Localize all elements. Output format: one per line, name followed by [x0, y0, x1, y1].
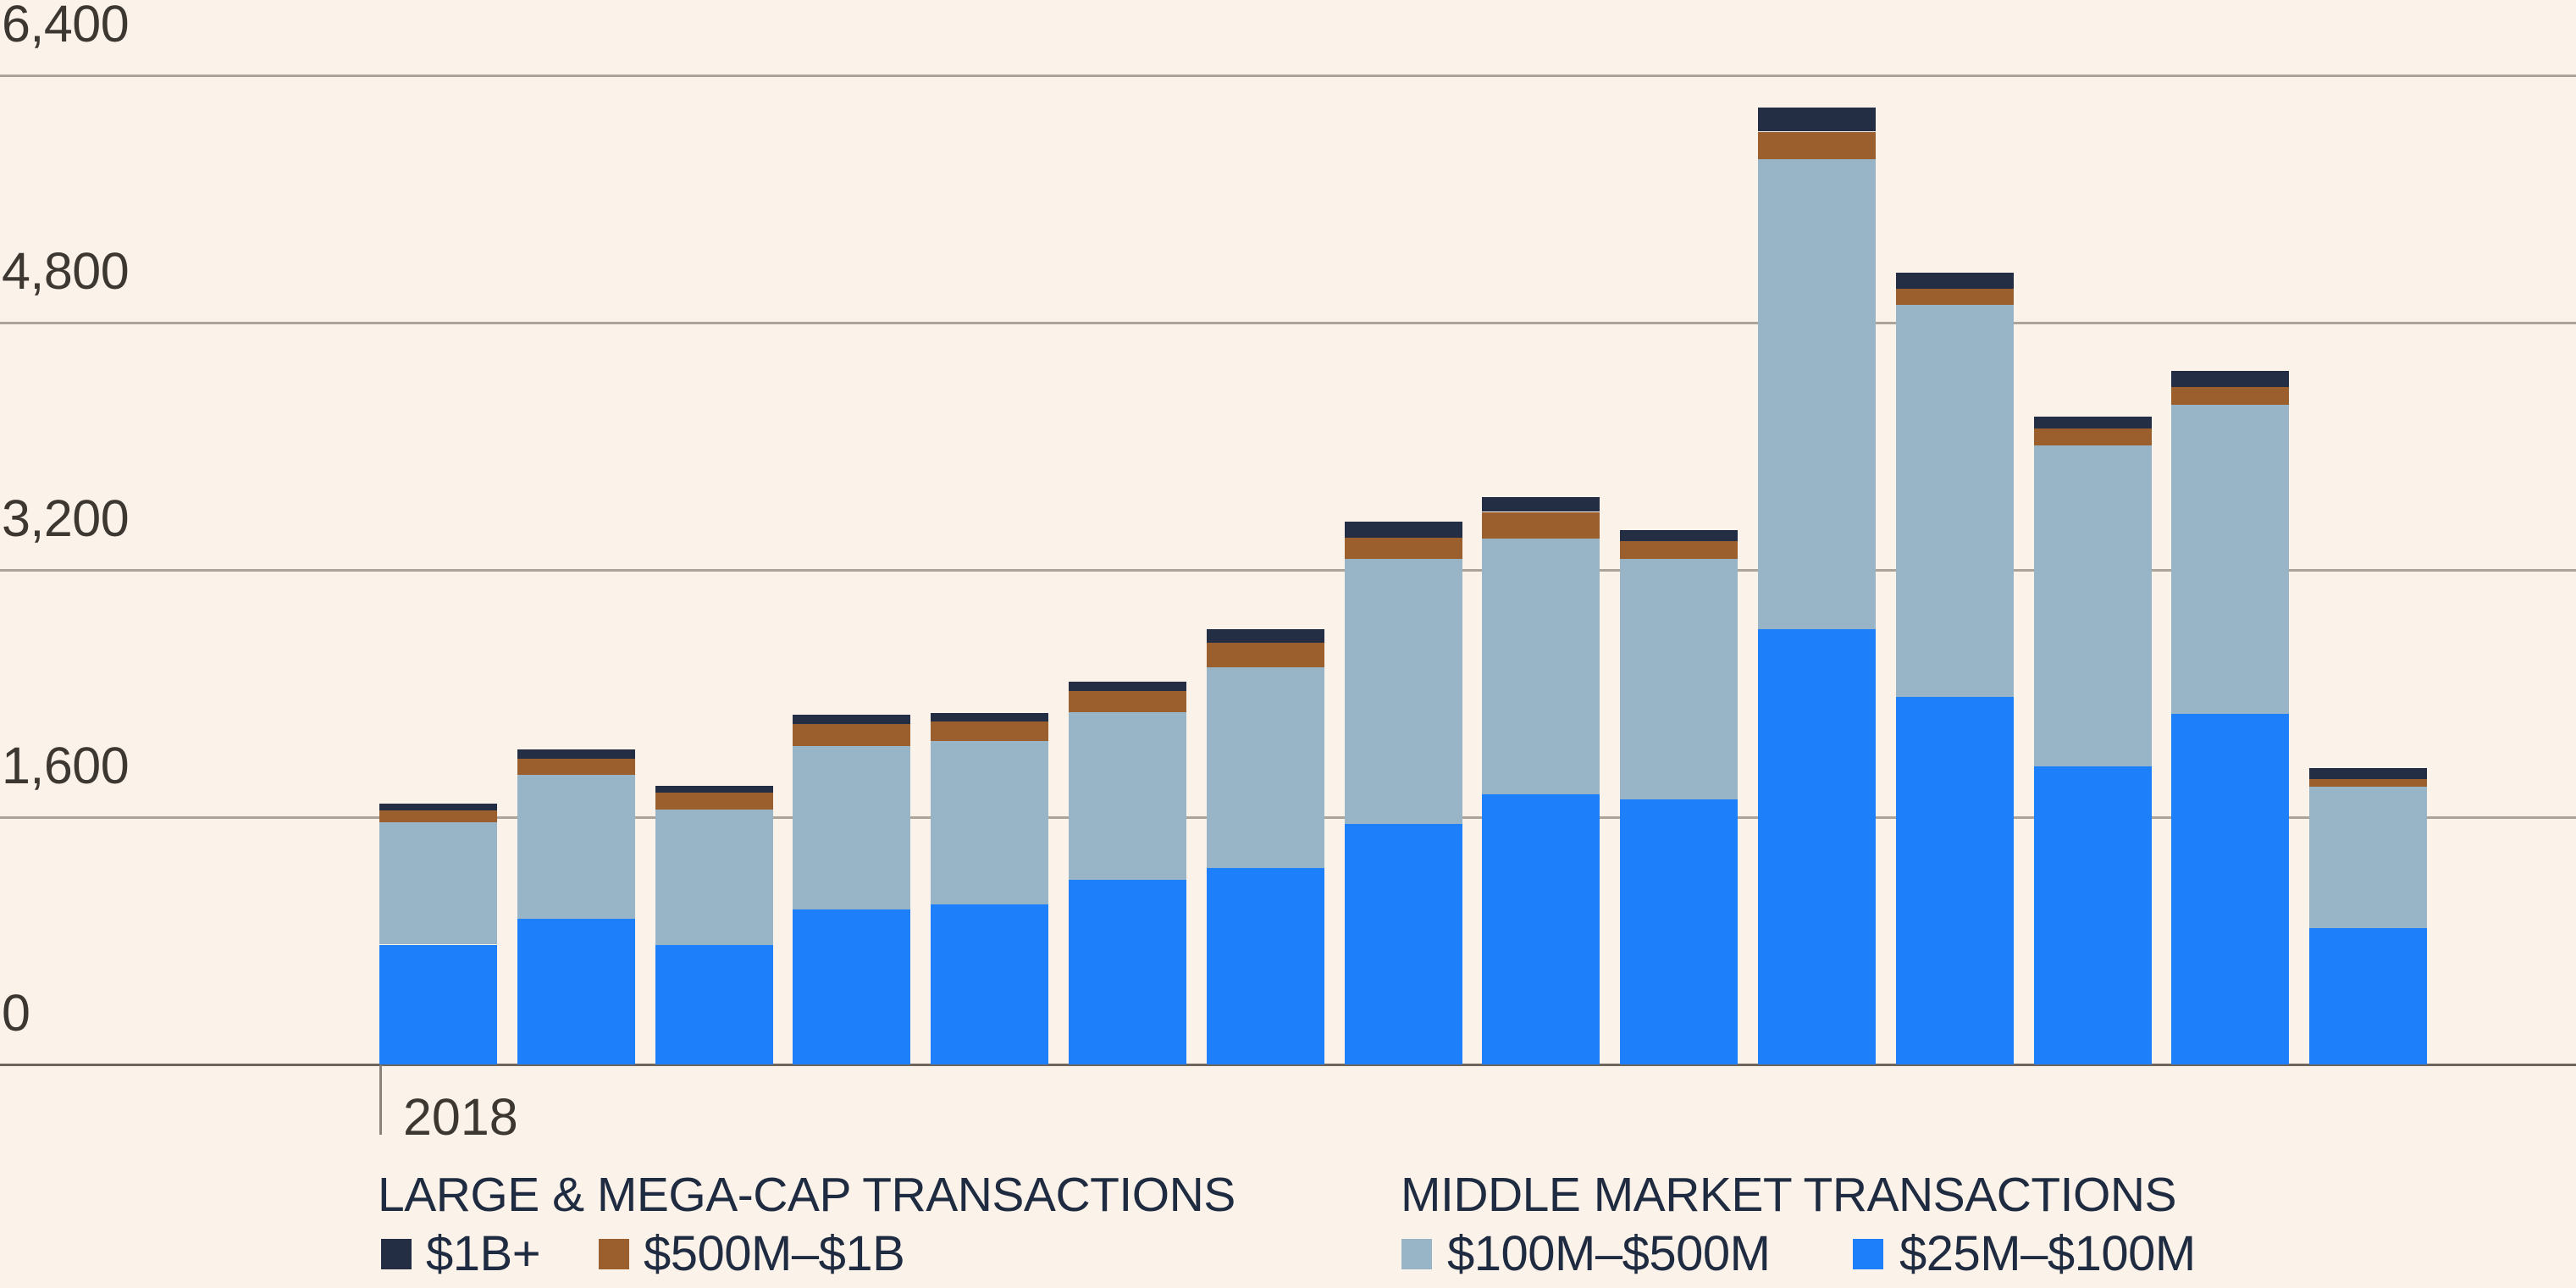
bar-1-segment-$1B+ — [379, 804, 497, 810]
bar-15-segment-$25M–$100M — [2309, 928, 2427, 1064]
bar-11-segment-$1B+ — [1758, 108, 1876, 131]
y-axis-label-0: 0 — [2, 984, 30, 1042]
bar-5-segment-$1B+ — [931, 713, 1048, 721]
bar-13-segment-$100M–$500M — [2034, 445, 2152, 766]
bar-13-segment-$500M–$1B — [2034, 428, 2152, 445]
bar-7-segment-$500M–$1B — [1207, 643, 1324, 667]
legend-swatch-500m-1b — [599, 1239, 629, 1269]
bar-15-segment-$500M–$1B — [2309, 778, 2427, 787]
x-axis-year-label: 2018 — [403, 1088, 518, 1146]
bar-8-segment-$25M–$100M — [1345, 824, 1462, 1064]
x-axis-tick — [379, 1065, 382, 1135]
bar-14-segment-$1B+ — [2171, 371, 2289, 387]
bar-5-segment-$25M–$100M — [931, 904, 1048, 1064]
bar-2-segment-$25M–$100M — [517, 919, 635, 1064]
bar-2-segment-$1B+ — [517, 749, 635, 759]
bar-12-segment-$100M–$500M — [1896, 305, 2014, 697]
bar-7-segment-$1B+ — [1207, 629, 1324, 643]
legend-group-title-large-mega-cap: LARGE & MEGA-CAP TRANSACTIONS — [378, 1168, 1235, 1222]
bar-13-segment-$1B+ — [2034, 417, 2152, 428]
bar-10-segment-$100M–$500M — [1620, 559, 1738, 799]
gridline-4800 — [0, 322, 2576, 324]
bar-13-segment-$25M–$100M — [2034, 766, 2152, 1064]
bar-8-segment-$100M–$500M — [1345, 558, 1462, 824]
bar-12-segment-$1B+ — [1896, 273, 2014, 289]
bar-8-segment-$1B+ — [1345, 522, 1462, 538]
legend-group-title-middle-market: MIDDLE MARKET TRANSACTIONS — [1401, 1168, 2177, 1222]
bar-4-segment-$25M–$100M — [793, 909, 910, 1064]
y-axis-label-1600: 1,600 — [2, 737, 130, 794]
bar-2-segment-$500M–$1B — [517, 759, 635, 775]
bar-2-segment-$100M–$500M — [517, 775, 635, 919]
bar-1-segment-$500M–$1B — [379, 810, 497, 822]
bar-9-segment-$25M–$100M — [1482, 794, 1600, 1064]
bar-5-segment-$100M–$500M — [931, 741, 1048, 904]
bar-14-segment-$500M–$1B — [2171, 387, 2289, 405]
bar-3-segment-$25M–$100M — [655, 945, 773, 1064]
bar-14-segment-$25M–$100M — [2171, 714, 2289, 1064]
bar-9-segment-$500M–$1B — [1482, 512, 1600, 539]
bar-14-segment-$100M–$500M — [2171, 405, 2289, 714]
legend-swatch-1b-plus — [381, 1239, 412, 1269]
legend-swatch-25m-100m — [1853, 1239, 1883, 1269]
bar-3-segment-$500M–$1B — [655, 793, 773, 810]
legend-label-1b-plus: $1B+ — [426, 1226, 541, 1281]
bar-10-segment-$1B+ — [1620, 530, 1738, 541]
bar-5-segment-$500M–$1B — [931, 721, 1048, 741]
legend-label-25m-100m: $25M–$100M — [1899, 1226, 2196, 1281]
legend-label-500m-1b: $500M–$1B — [644, 1226, 905, 1281]
legend-label-100m-500m: $100M–$500M — [1447, 1226, 1771, 1281]
bar-4-segment-$500M–$1B — [793, 724, 910, 746]
y-axis-label-3200: 3,200 — [2, 489, 130, 547]
bar-10-segment-$25M–$100M — [1620, 799, 1738, 1064]
bar-4-segment-$1B+ — [793, 715, 910, 724]
bar-6-segment-$1B+ — [1069, 682, 1186, 691]
bar-6-segment-$25M–$100M — [1069, 880, 1186, 1064]
gridline-6400 — [0, 75, 2576, 77]
bar-11-segment-$25M–$100M — [1758, 628, 1876, 1064]
bar-10-segment-$500M–$1B — [1620, 541, 1738, 559]
bar-12-segment-$500M–$1B — [1896, 289, 2014, 305]
bar-9-segment-$1B+ — [1482, 497, 1600, 511]
bar-12-segment-$25M–$100M — [1896, 697, 2014, 1064]
bar-6-segment-$500M–$1B — [1069, 691, 1186, 712]
bar-7-segment-$100M–$500M — [1207, 667, 1324, 868]
y-axis-label-4800: 4,800 — [2, 242, 130, 300]
gridline-3200 — [0, 569, 2576, 572]
bar-1-segment-$100M–$500M — [379, 821, 497, 944]
bar-11-segment-$500M–$1B — [1758, 132, 1876, 159]
bar-1-segment-$25M–$100M — [379, 945, 497, 1064]
bar-3-segment-$1B+ — [655, 786, 773, 793]
bar-15-segment-$100M–$500M — [2309, 787, 2427, 928]
bar-9-segment-$100M–$500M — [1482, 539, 1600, 794]
bar-3-segment-$100M–$500M — [655, 810, 773, 945]
bar-4-segment-$100M–$500M — [793, 746, 910, 909]
bar-7-segment-$25M–$100M — [1207, 868, 1324, 1064]
bar-11-segment-$100M–$500M — [1758, 159, 1876, 629]
bar-15-segment-$1B+ — [2309, 768, 2427, 779]
x-axis-baseline — [0, 1064, 2576, 1066]
bar-6-segment-$100M–$500M — [1069, 712, 1186, 880]
bar-8-segment-$500M–$1B — [1345, 538, 1462, 559]
y-axis-label-6400: 6,400 — [2, 0, 130, 53]
legend-swatch-100m-500m — [1401, 1239, 1432, 1269]
